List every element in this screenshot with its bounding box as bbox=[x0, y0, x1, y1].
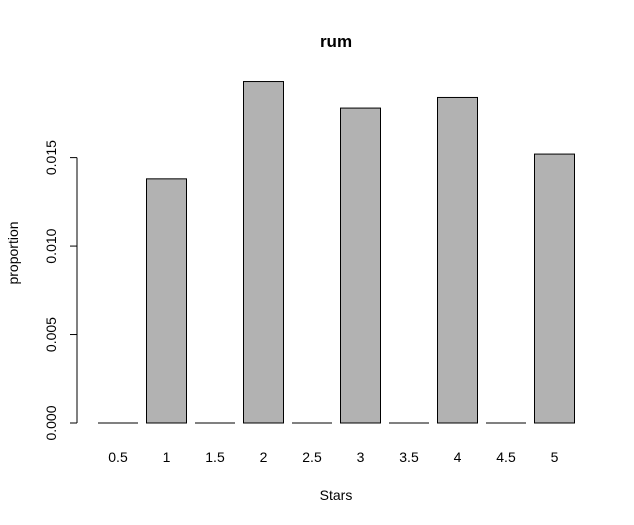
x-tick-label: 3 bbox=[357, 449, 365, 465]
x-tick-labels: 0.5 1 1.5 2 2.5 3 3.5 4 4.5 5 bbox=[108, 449, 558, 465]
chart-title: rum bbox=[320, 32, 352, 51]
bar-4 bbox=[437, 96, 478, 424]
x-tick-label: 2.5 bbox=[302, 449, 322, 465]
x-tick-label: 1 bbox=[163, 449, 171, 465]
y-tick-label: 0.005 bbox=[43, 317, 59, 352]
x-axis-label: Stars bbox=[320, 487, 353, 503]
y-axis-label: proportion bbox=[5, 221, 21, 284]
bars-group bbox=[98, 81, 575, 424]
y-tick-label: 0.000 bbox=[43, 405, 59, 440]
y-tick-label: 0.010 bbox=[43, 228, 59, 263]
bar-1 bbox=[146, 178, 187, 424]
bar-3 bbox=[340, 107, 381, 424]
bar-5 bbox=[534, 153, 575, 424]
x-tick-label: 4.5 bbox=[496, 449, 516, 465]
x-tick-label: 5 bbox=[551, 449, 559, 465]
x-tick-label: 3.5 bbox=[399, 449, 419, 465]
bar-2 bbox=[243, 81, 284, 424]
x-tick-label: 1.5 bbox=[205, 449, 225, 465]
x-tick-label: 2 bbox=[260, 449, 268, 465]
y-tick-label: 0.015 bbox=[43, 140, 59, 175]
x-tick-label: 0.5 bbox=[108, 449, 128, 465]
y-axis: 0.000 0.005 0.010 0.015 bbox=[43, 140, 78, 441]
x-tick-label: 4 bbox=[454, 449, 462, 465]
